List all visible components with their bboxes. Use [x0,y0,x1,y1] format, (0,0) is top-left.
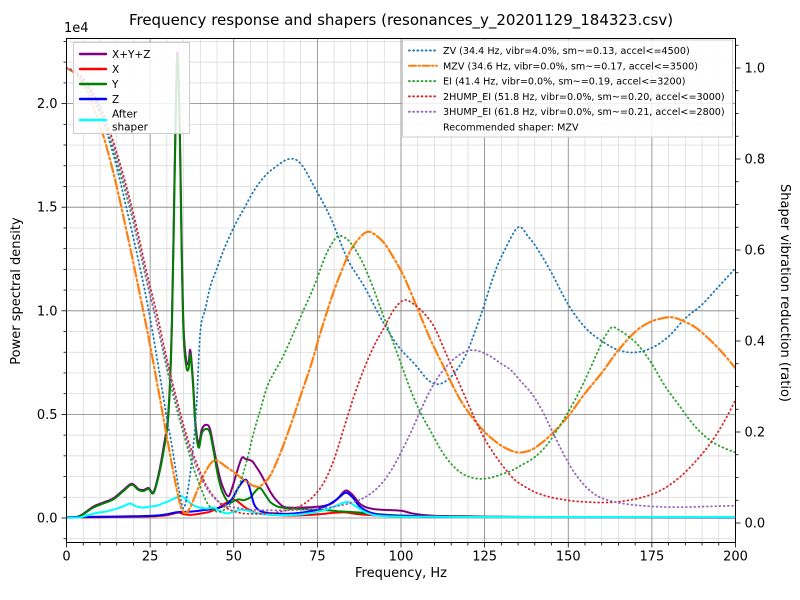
legend-shapers: ZV (34.4 Hz, vibr=4.0%, sm~=0.13, accel<… [402,39,733,138]
y-left-tick-label: 1.0 [37,304,58,319]
legend-psd-label: X [112,64,119,76]
y-left-tick-label: 1.5 [37,201,58,216]
y-left-tick-label: 0.0 [37,512,58,527]
legend-shaper-label: 3HUMP_EI (61.8 Hz, vibr=0.0%, sm~=0.21, … [443,107,725,118]
y-right-tick-label: 0.6 [745,244,766,259]
series-mzv-line [66,66,736,515]
series-after-shaper-line [66,494,736,519]
legend-psd-label: After [112,109,138,121]
x-tick-label: 75 [309,550,326,565]
series-3hump-ei-line [66,67,736,512]
legend-psd-label: shaper [112,122,149,134]
y-right-tick-label: 0.4 [745,335,766,350]
series-y-line [66,55,736,519]
y-right-tick-label: 0.0 [745,517,766,532]
x-tick-label: 200 [723,550,748,565]
legend-psd-label: Y [111,79,119,91]
x-tick-label: 100 [389,550,414,565]
legend-shaper-label: ZV (34.4 Hz, vibr=4.0%, sm~=0.13, accel<… [443,46,690,57]
y-right-tick-label: 0.2 [745,426,766,441]
chart-title: Frequency response and shapers (resonanc… [128,11,674,29]
series-ei-line [66,67,736,513]
x-tick-label: 50 [225,550,242,565]
x-tick-label: 125 [472,550,497,565]
y-axis-multiplier-label: 1e4 [64,21,89,36]
x-axis-label: Frequency, Hz [354,566,448,581]
legend-psd-label: X+Y+Z [112,49,150,61]
y-left-tick-label: 0.5 [37,408,58,423]
legend-shaper-label: MZV (34.6 Hz, vibr=0.0%, sm~=0.17, accel… [443,61,698,72]
series-zv-line [66,67,736,510]
x-tick-label: 175 [639,550,664,565]
y-axis-left-label: Power spectral density [9,217,24,365]
legend-shaper-label: EI (41.4 Hz, vibr=0.0%, sm~=0.19, accel<… [443,77,685,88]
legend-shaper-label: 2HUMP_EI (51.8 Hz, vibr=0.0%, sm~=0.20, … [443,92,725,103]
x-tick-label: 25 [142,550,159,565]
ticks: 0 25 50 75 100 125 150 175 200 0.0 0.5 1.0 1.5 2.0 0.0… [37,41,766,565]
y-left-tick-label: 2.0 [37,97,58,112]
legend-psd-box [73,42,190,134]
series-group [66,51,736,519]
y-right-tick-label: 0.8 [745,153,766,168]
legend-recommended-label: Recommended shaper: MZV [443,123,579,134]
legend-shapers-box [402,39,733,138]
x-tick-label: 0 [62,550,70,565]
legend-psd-label: Z [112,94,119,106]
x-tick-label: 150 [556,550,581,565]
y-right-tick-label: 1.0 [745,62,766,77]
y-axis-right-label: Shaper vibration reduction (ratio) [777,184,792,402]
